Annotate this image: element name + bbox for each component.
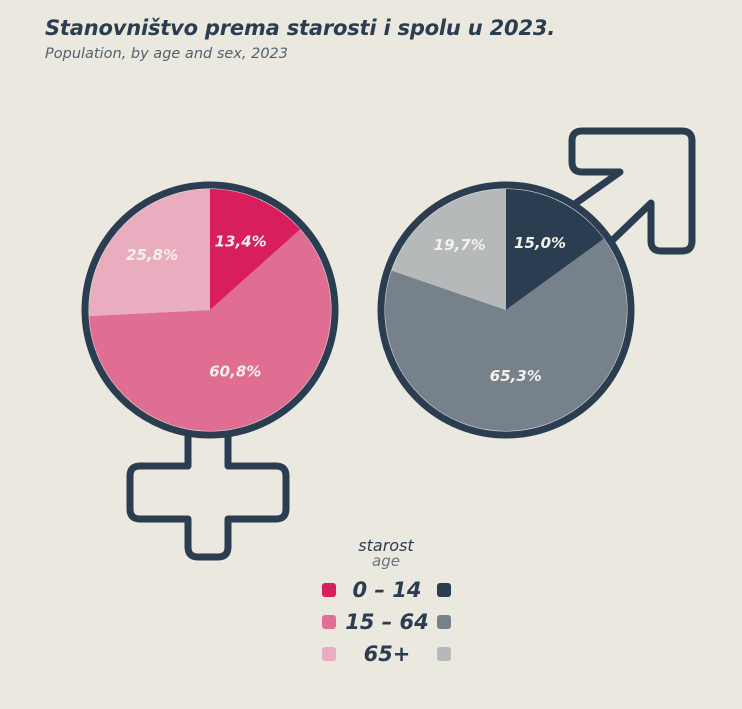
female-label-0-14: 13,4% bbox=[215, 233, 267, 251]
male-pie: 15,0% 65,3% 19,7% bbox=[385, 189, 627, 431]
chart-title: Stanovništvo prema starosti i spolu u 20… bbox=[45, 16, 556, 40]
male-label-65-plus: 19,7% bbox=[434, 236, 486, 254]
male-slice-65-plus bbox=[391, 189, 506, 310]
female-slice-65-plus bbox=[89, 189, 210, 317]
legend-row-65-plus: 65+ bbox=[318, 642, 456, 666]
legend-label-65-plus: 65+ bbox=[363, 642, 411, 666]
legend-label-15-64: 15 – 64 bbox=[345, 610, 429, 634]
legend-swatch-male-65-plus bbox=[437, 647, 451, 661]
legend-label-0-14: 0 – 14 bbox=[352, 578, 422, 602]
female-slice-15-64 bbox=[89, 229, 331, 431]
legend-title: starost bbox=[358, 536, 414, 555]
legend-swatch-male-15-64 bbox=[437, 615, 451, 629]
female-symbol-cross bbox=[126, 424, 290, 561]
female-label-15-64: 60,8% bbox=[209, 363, 261, 381]
male-slice-15-64 bbox=[385, 238, 627, 431]
legend-row-0-14: 0 – 14 bbox=[318, 578, 456, 602]
chart-subtitle: Population, by age and sex, 2023 bbox=[45, 46, 288, 62]
legend-subtitle: age bbox=[372, 552, 400, 570]
male-slice-0-14 bbox=[506, 189, 604, 310]
legend-swatch-female-65-plus bbox=[322, 647, 336, 661]
legend-swatch-female-0-14 bbox=[322, 583, 336, 597]
legend-swatch-male-0-14 bbox=[437, 583, 451, 597]
female-pie: 13,4% 60,8% 25,8% bbox=[89, 189, 331, 431]
female-slice-0-14 bbox=[210, 189, 301, 310]
male-label-0-14: 15,0% bbox=[514, 234, 566, 252]
male-label-15-64: 65,3% bbox=[490, 367, 542, 385]
legend-swatch-female-15-64 bbox=[322, 615, 336, 629]
female-label-65-plus: 25,8% bbox=[126, 246, 178, 264]
legend-row-15-64: 15 – 64 bbox=[318, 610, 456, 634]
